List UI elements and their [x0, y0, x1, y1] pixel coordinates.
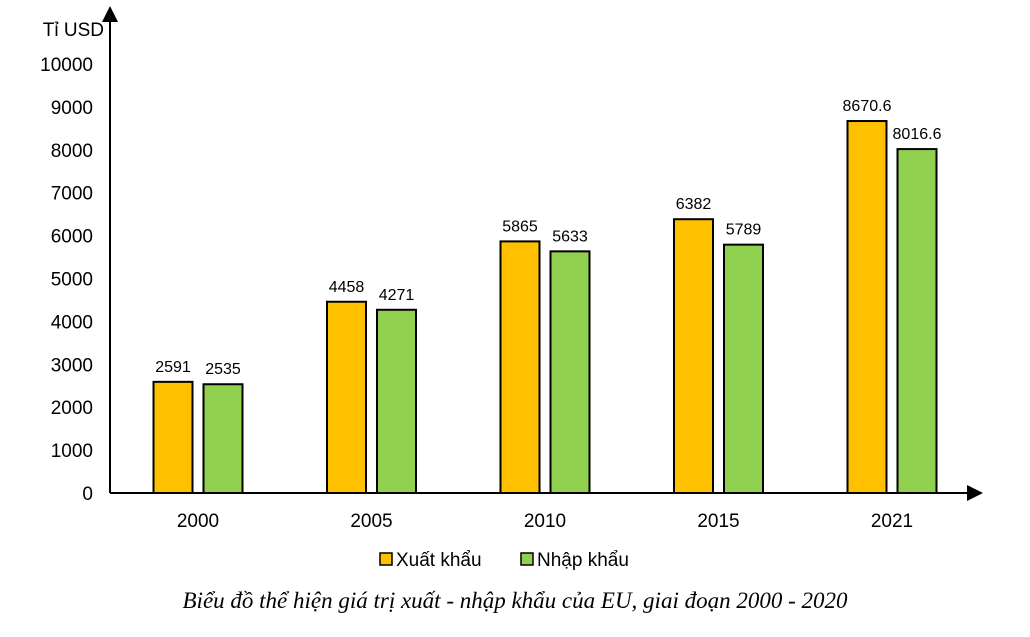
data-label: 4458: [329, 279, 365, 296]
data-labels: 2591 2535 4458 4271 5865 5633 6382 5789 8670.680…: [155, 98, 941, 378]
x-tick-label: 2000: [177, 511, 219, 532]
bar-export: [326, 300, 367, 494]
legend-swatch: [520, 552, 534, 566]
y-tick-label: 1000: [51, 441, 93, 462]
legend: Xuất khẩu Nhập khẩu: [379, 550, 629, 571]
data-label: 2591: [155, 359, 191, 376]
y-tick-label: 7000: [51, 184, 93, 205]
bars: [152, 120, 938, 495]
x-tick-label: 2021: [871, 511, 913, 532]
data-label: 8016.6: [893, 126, 942, 143]
y-axis-ticks: 0 1000 2000 3000 4000 5000 6000 7000 8000 9000 100…: [40, 55, 93, 505]
data-label: 5865: [502, 218, 538, 235]
chart-caption: Biểu đồ thể hiện giá trị xuất - nhập khẩ…: [182, 588, 848, 613]
x-tick-label: 2015: [697, 511, 739, 532]
data-label: 2535: [205, 361, 241, 378]
data-label: 4271: [379, 287, 415, 304]
y-tick-label: 2000: [51, 398, 93, 419]
bar-export: [499, 240, 541, 494]
x-axis-categories: 2000 2005 2010 2015 2021: [177, 511, 913, 532]
data-label: 6382: [676, 196, 712, 213]
y-tick-label: 9000: [51, 98, 93, 119]
legend-label: Nhập khẩu: [537, 550, 629, 571]
legend-swatch: [379, 552, 393, 566]
bar-export: [152, 380, 194, 494]
bar-import: [896, 148, 938, 494]
x-tick-label: 2005: [350, 511, 392, 532]
bar-import: [376, 308, 417, 495]
data-label: 5789: [726, 222, 762, 239]
bar-import: [549, 250, 591, 494]
bar-import: [202, 383, 244, 495]
legend-label: Xuất khẩu: [396, 550, 482, 571]
bar-export: [673, 218, 714, 495]
bar-import: [723, 243, 764, 494]
y-tick-label: 10000: [40, 55, 93, 76]
data-label: 5633: [552, 228, 588, 245]
x-tick-label: 2010: [524, 511, 566, 532]
y-tick-label: 8000: [51, 141, 93, 162]
y-tick-label: 4000: [51, 312, 93, 333]
y-tick-label: 5000: [51, 270, 93, 291]
bar-export: [846, 120, 888, 495]
data-label: 8670.6: [843, 98, 892, 115]
y-tick-label: 3000: [51, 355, 93, 376]
y-tick-label: 6000: [51, 227, 93, 248]
y-tick-label: 0: [82, 484, 93, 505]
y-axis-title: Tỉ USD: [43, 20, 104, 41]
